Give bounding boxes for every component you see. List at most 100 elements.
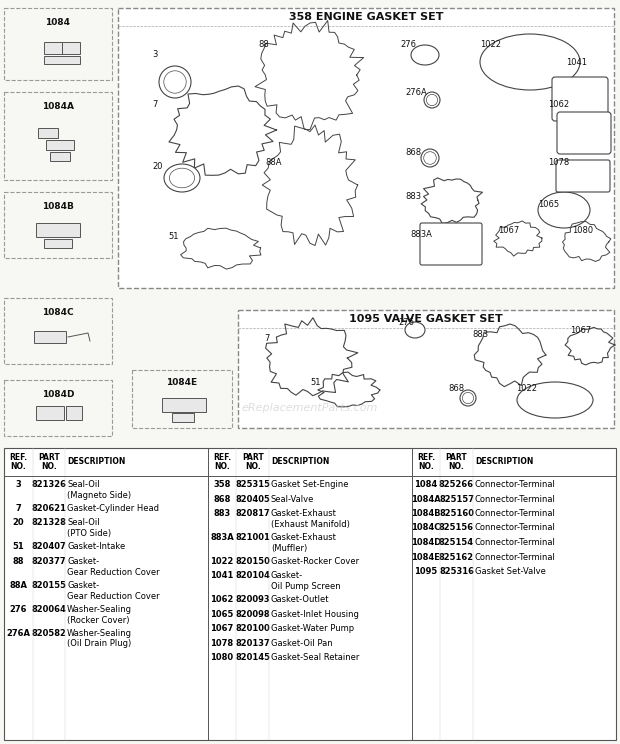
Ellipse shape <box>480 34 580 90</box>
Ellipse shape <box>405 322 425 338</box>
Text: 1084C: 1084C <box>42 308 74 317</box>
Text: 821001: 821001 <box>235 533 270 542</box>
Text: 883: 883 <box>213 509 231 518</box>
Text: Seal-Valve: Seal-Valve <box>271 495 314 504</box>
Text: 1084B: 1084B <box>411 509 441 518</box>
Ellipse shape <box>411 45 439 65</box>
Text: Gasket-Exhaust: Gasket-Exhaust <box>271 509 337 518</box>
Text: 1067: 1067 <box>210 624 234 633</box>
Ellipse shape <box>164 71 186 93</box>
FancyBboxPatch shape <box>556 160 610 192</box>
Text: 825154: 825154 <box>439 538 474 547</box>
Text: 51: 51 <box>310 378 321 387</box>
Text: Connector-Terminal: Connector-Terminal <box>475 538 556 547</box>
Text: Connector-Terminal: Connector-Terminal <box>475 480 556 489</box>
Text: 276: 276 <box>9 605 27 614</box>
Ellipse shape <box>424 92 440 108</box>
Text: DESCRIPTION: DESCRIPTION <box>271 458 329 466</box>
Bar <box>36 406 64 420</box>
Bar <box>4 298 112 364</box>
Text: 51: 51 <box>12 542 24 551</box>
Text: 88: 88 <box>258 40 268 49</box>
Text: 821328: 821328 <box>32 519 66 527</box>
Text: 820621: 820621 <box>32 504 66 513</box>
Bar <box>238 310 614 428</box>
Ellipse shape <box>421 149 439 167</box>
Bar <box>4 448 616 740</box>
Text: Connector-Terminal: Connector-Terminal <box>475 524 556 533</box>
Text: 1084A: 1084A <box>42 102 74 111</box>
Text: 825315: 825315 <box>235 480 270 489</box>
Text: (Magneto Side): (Magneto Side) <box>67 491 131 500</box>
Text: DESCRIPTION: DESCRIPTION <box>475 458 533 466</box>
Ellipse shape <box>517 382 593 418</box>
Bar <box>118 8 614 288</box>
Text: 820137: 820137 <box>235 639 270 648</box>
Text: 821326: 821326 <box>32 480 66 489</box>
Text: Gasket-Intake: Gasket-Intake <box>67 542 125 551</box>
Text: REF.
NO.: REF. NO. <box>9 452 27 472</box>
Text: 1065: 1065 <box>538 200 559 209</box>
Ellipse shape <box>423 152 436 164</box>
Bar <box>38 128 58 138</box>
Text: 1095 VALVE GASKET SET: 1095 VALVE GASKET SET <box>349 314 503 324</box>
Bar <box>44 42 62 54</box>
Text: 1067: 1067 <box>570 326 591 335</box>
Text: Connector-Terminal: Connector-Terminal <box>475 553 556 562</box>
Text: 20: 20 <box>12 519 24 527</box>
Text: 820582: 820582 <box>32 629 66 638</box>
Text: 825162: 825162 <box>439 553 474 562</box>
Text: Gasket-Oil Pan: Gasket-Oil Pan <box>271 639 332 648</box>
Text: 51: 51 <box>168 232 179 241</box>
Bar <box>132 370 232 428</box>
Text: 825156: 825156 <box>439 524 474 533</box>
Bar <box>36 223 80 237</box>
Text: Gear Reduction Cover: Gear Reduction Cover <box>67 591 160 600</box>
Text: 1078: 1078 <box>548 158 569 167</box>
Text: 276A: 276A <box>405 88 427 97</box>
Ellipse shape <box>538 192 590 228</box>
Text: 868: 868 <box>213 495 231 504</box>
Text: Connector-Terminal: Connector-Terminal <box>475 509 556 518</box>
Text: 1084: 1084 <box>45 18 71 27</box>
Text: 1084B: 1084B <box>42 202 74 211</box>
Text: (PTO Side): (PTO Side) <box>67 529 111 539</box>
Bar <box>66 406 82 420</box>
Text: 1084: 1084 <box>414 480 438 489</box>
Bar <box>34 331 66 343</box>
Text: 1022: 1022 <box>210 557 234 566</box>
Text: 276A: 276A <box>6 629 30 638</box>
Text: Gasket-: Gasket- <box>271 571 303 580</box>
Text: 1078: 1078 <box>211 639 234 648</box>
Text: Washer-Sealing: Washer-Sealing <box>67 629 132 638</box>
Ellipse shape <box>427 94 438 106</box>
Bar <box>4 380 112 436</box>
Text: Seal-Oil: Seal-Oil <box>67 519 100 527</box>
Text: Gasket-Inlet Housing: Gasket-Inlet Housing <box>271 610 359 619</box>
Text: Gasket-Outlet: Gasket-Outlet <box>271 595 329 604</box>
Text: 1080: 1080 <box>211 653 234 662</box>
Text: 883: 883 <box>405 192 421 201</box>
Text: 1062: 1062 <box>210 595 234 604</box>
Text: 7: 7 <box>264 334 269 343</box>
Ellipse shape <box>164 164 200 192</box>
Text: 1022: 1022 <box>480 40 501 49</box>
Text: 825316: 825316 <box>439 567 474 576</box>
Text: 276: 276 <box>400 40 416 49</box>
Text: (Oil Drain Plug): (Oil Drain Plug) <box>67 640 131 649</box>
Text: PART
NO.: PART NO. <box>38 452 60 472</box>
Text: 1084A: 1084A <box>411 495 441 504</box>
Text: 1084E: 1084E <box>412 553 440 562</box>
Text: 883: 883 <box>472 330 488 339</box>
Text: Gasket-Seal Retainer: Gasket-Seal Retainer <box>271 653 360 662</box>
Text: 1084E: 1084E <box>166 378 198 387</box>
FancyBboxPatch shape <box>557 112 611 154</box>
Bar <box>4 92 112 180</box>
Text: 3: 3 <box>16 480 21 489</box>
Text: 1084C: 1084C <box>411 524 441 533</box>
Text: 820145: 820145 <box>235 653 270 662</box>
Text: Gear Reduction Cover: Gear Reduction Cover <box>67 568 160 577</box>
Text: DESCRIPTION: DESCRIPTION <box>67 458 125 466</box>
Text: (Exhaust Manifold): (Exhaust Manifold) <box>271 520 350 529</box>
Text: 1062: 1062 <box>548 100 569 109</box>
